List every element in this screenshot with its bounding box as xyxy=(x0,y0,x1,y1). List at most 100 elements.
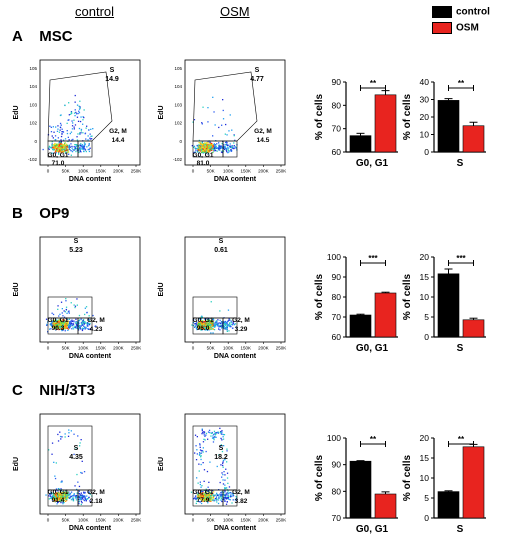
flow-xlabel: DNA content xyxy=(214,176,257,183)
bar-ylabel: % of cells xyxy=(314,274,325,321)
flow-xtick-label: 100K xyxy=(223,518,234,523)
flow-ytick-label: 102 xyxy=(29,121,37,126)
flow-xtick-label: 200K xyxy=(113,346,124,351)
bar-ytick-label: 40 xyxy=(420,77,430,87)
bar-osm xyxy=(462,319,485,338)
flow-ylabel: EdU xyxy=(13,106,20,120)
bar-ytick-label: 30 xyxy=(420,95,430,105)
significance-label: ** xyxy=(370,435,377,444)
bar-ytick-label: 20 xyxy=(420,252,430,262)
flow-ytick-label: -102 xyxy=(173,157,183,162)
bar-ytick-label: 0 xyxy=(424,332,429,342)
significance-label: ** xyxy=(370,79,377,88)
bar-ytick-label: 5 xyxy=(424,312,429,322)
significance-label: ** xyxy=(458,435,465,444)
panel-name-a: MSC xyxy=(39,28,73,45)
flow-xtick-label: 200K xyxy=(258,346,269,351)
flow-xtick-label: 250K xyxy=(276,346,287,351)
gate-label-s: S xyxy=(74,238,79,245)
bar-ytick-label: 80 xyxy=(332,486,342,496)
flow-xtick-label: 150K xyxy=(96,518,107,523)
flow-plot-frame xyxy=(184,59,286,166)
flow-ylabel: EdU xyxy=(13,457,20,471)
bar-control xyxy=(437,491,460,519)
gate-s xyxy=(192,425,238,491)
flow-xtick-label: 0 xyxy=(47,169,50,174)
flow-plot-a-control: EdU DNA content 0 50K 100K 150K 200K 250K 105 104… xyxy=(13,59,142,183)
flow-ytick-label: 103 xyxy=(174,102,182,107)
flow-ytick-label: 103 xyxy=(29,102,37,107)
header-control: control xyxy=(75,4,115,19)
flow-xtick-label: 200K xyxy=(258,518,269,523)
bar-ytick-label: 100 xyxy=(327,252,341,262)
gate-label-g2m: G2, M xyxy=(232,317,250,324)
legend-label-control: control xyxy=(456,6,490,18)
gate-label-s: S xyxy=(219,238,224,245)
flow-plot-frame xyxy=(39,59,141,166)
bar-ytick-label: 5 xyxy=(424,493,429,503)
gate-value-g0g1: 91.4 xyxy=(52,497,65,504)
gate-s xyxy=(192,296,238,319)
legend: control OSM xyxy=(432,6,490,34)
gate-value-g0g1: 77.9 xyxy=(197,497,210,504)
bar-ytick-label: 80 xyxy=(332,100,342,110)
bar-ylabel: % of cells xyxy=(402,455,413,502)
gate-value-g2m: 14.4 xyxy=(112,137,125,144)
flow-xtick-label: 150K xyxy=(241,169,252,174)
bar-control xyxy=(349,460,372,519)
panel-letter-c: C xyxy=(12,382,23,399)
gate-value-s: 18.2 xyxy=(214,454,228,461)
bar-ytick-label: 70 xyxy=(332,312,342,322)
bar-chart-c-g0g1: 70 80 90 100 % of cells G0, G1 ** xyxy=(314,433,398,535)
gate-value-s: 0.61 xyxy=(214,247,228,254)
gate-value-s: 4.35 xyxy=(69,454,83,461)
flow-xtick-label: 100K xyxy=(78,169,89,174)
bar-ytick-label: 10 xyxy=(420,292,430,302)
flow-plot-b-control: EdU DNA content 0 50K 100K 150K 200K 250K S 5.23 G… xyxy=(13,236,141,360)
flow-ytick-label: 104 xyxy=(29,84,37,89)
bar-ytick-label: 15 xyxy=(420,453,430,463)
gate-value-g2m: 2.18 xyxy=(90,498,103,505)
flow-xlabel: DNA content xyxy=(69,176,112,183)
bar-ytick-label: 20 xyxy=(420,433,430,443)
flow-xlabel: DNA content xyxy=(214,353,257,360)
flow-plot-a-osm: EdU DNA content 0 50K 100K 150K 200K 250K 105 104… xyxy=(158,59,287,183)
bar-osm xyxy=(462,125,485,153)
bar-ytick-label: 10 xyxy=(420,473,430,483)
flow-xtick-label: 50K xyxy=(62,346,70,351)
flow-xtick-label: 250K xyxy=(276,169,287,174)
gate-value-g0g1: 71.0 xyxy=(52,160,65,167)
bar-ytick-label: 60 xyxy=(332,332,342,342)
bar-ylabel: % of cells xyxy=(314,455,325,502)
flow-ytick-label: 102 xyxy=(174,121,182,126)
flow-plot-frame xyxy=(184,236,286,343)
flow-plot-frame xyxy=(184,413,286,515)
gate-label-s: S xyxy=(219,445,224,452)
bar-category-label: G0, G1 xyxy=(356,343,389,354)
flow-xtick-label: 50K xyxy=(62,518,70,523)
bar-category-label: S xyxy=(457,524,464,535)
gate-label-g0g1: G0, G1 xyxy=(193,489,214,496)
panel-b-title: B OP9 xyxy=(12,205,69,223)
bar-category-label: S xyxy=(457,158,464,169)
flow-dots xyxy=(191,301,238,334)
bar-ytick-label: 10 xyxy=(420,130,430,140)
flow-xtick-label: 250K xyxy=(276,518,287,523)
flow-xtick-label: 250K xyxy=(131,169,142,174)
bar-osm xyxy=(374,493,397,519)
gate-label-g2m: G2, M xyxy=(87,317,105,324)
flow-dots xyxy=(42,94,94,156)
gate-s xyxy=(47,71,113,142)
flow-xtick-label: 150K xyxy=(241,346,252,351)
bar-ytick-label: 90 xyxy=(332,77,342,87)
flow-ylabel: EdU xyxy=(158,457,165,471)
flow-xtick-label: 0 xyxy=(192,169,195,174)
gate-label-g2m: G2, M xyxy=(109,128,127,135)
flow-plot-c-control: EdU DNA content 0 50K 100K 150K 200K 250K S 4.35 G… xyxy=(13,413,141,532)
bar-chart-b-g0g1: 60 70 80 90 100 % of cells G0, G1 *** xyxy=(314,252,398,354)
flow-xtick-label: 150K xyxy=(241,518,252,523)
panel-name-b: OP9 xyxy=(39,205,70,222)
significance-label: ** xyxy=(458,79,465,88)
header-osm: OSM xyxy=(220,4,250,19)
